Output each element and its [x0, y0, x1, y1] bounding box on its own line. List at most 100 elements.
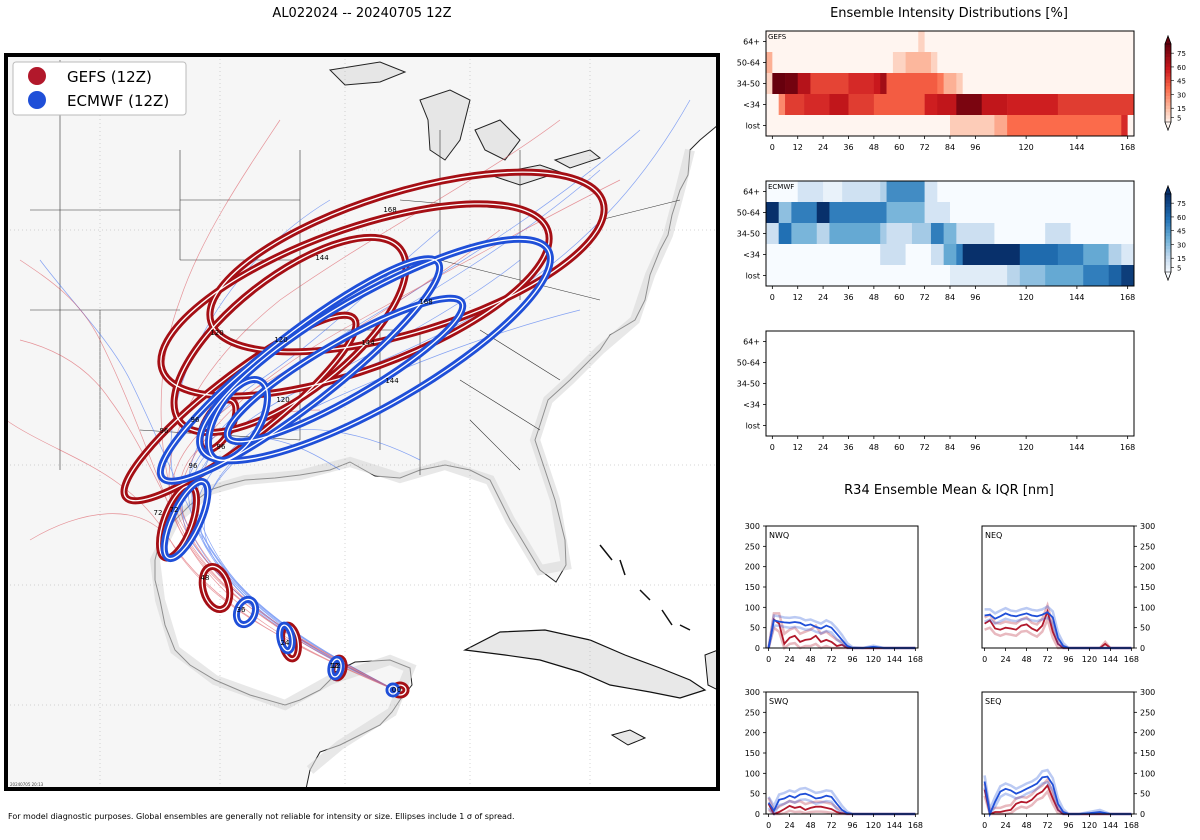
- gefs-label-96a: 96: [160, 427, 169, 435]
- colorbar-extend-max: [1164, 35, 1172, 45]
- colorbar-cell: [1165, 92, 1171, 97]
- heatmap-cell: [880, 223, 887, 245]
- y-tick-label: 0: [755, 644, 760, 653]
- colorbar-cell: [1165, 96, 1171, 100]
- x-tick-label: 144: [1103, 655, 1118, 664]
- y-tick-label: 200: [1140, 563, 1155, 572]
- colorbar-cell: [1165, 89, 1171, 94]
- y-tick-label: 50: [1140, 790, 1150, 799]
- heatmap-cell: [1083, 265, 1109, 287]
- x-tick-label: 0: [766, 821, 771, 830]
- map-gridlines: [6, 55, 718, 789]
- heatmap-cell: [778, 223, 792, 245]
- y-tick-label: 100: [745, 603, 760, 612]
- heatmap-cell: [956, 94, 983, 116]
- x-tick-label: 24: [1000, 655, 1010, 664]
- coast-halo: [149, 148, 695, 774]
- heatmap-cell: [791, 223, 818, 245]
- colorbar-cell: [1165, 249, 1171, 253]
- heatmap-cell: [924, 181, 938, 203]
- heatmap-cell: [804, 94, 830, 116]
- colorbar-cell: [1165, 233, 1171, 237]
- heatmap-cell: [1121, 115, 1128, 137]
- colorbar-tick-label: 30: [1177, 241, 1186, 249]
- heatmap-cell: [994, 115, 1008, 137]
- heatmap-cell: [766, 223, 779, 245]
- y-tick-label: 300: [1140, 522, 1155, 531]
- x-tick-label: 168: [1124, 655, 1139, 664]
- colorbar-cell: [1165, 236, 1171, 240]
- colorbar-cell: [1165, 105, 1171, 110]
- heatmap-cell: [950, 265, 1008, 287]
- y-tick-label: 34-50: [737, 380, 760, 389]
- quadrant-label: NWQ: [769, 531, 789, 540]
- colorbar-cell: [1165, 223, 1171, 227]
- colorbar-cell: [1165, 200, 1171, 205]
- legend-gefs-marker: [28, 67, 46, 85]
- legend-gefs-label: GEFS (12Z): [67, 68, 152, 86]
- x-tick-label: 48: [1021, 821, 1031, 830]
- colorbar-tick-label: 15: [1177, 255, 1186, 263]
- colorbar-cell: [1165, 194, 1171, 198]
- colorbar-extend-min: [1164, 271, 1172, 281]
- heatmap-cell: [905, 52, 932, 74]
- x-tick-label: 0: [770, 293, 775, 302]
- r34-seq-chart: SEQ 0 50 100 150 200 250 300 0 24 48 72 96 120 144 168: [981, 688, 1155, 830]
- heatmap-cell: [1007, 265, 1021, 287]
- y-tick-label: 250: [745, 542, 760, 551]
- heatmap-cell: [950, 202, 1135, 224]
- x-tick-label: 12: [793, 443, 803, 452]
- colorbar-tick-label: 5: [1177, 114, 1181, 122]
- colorbar-cell: [1165, 216, 1171, 221]
- y-tick-label: 200: [1140, 729, 1155, 738]
- x-tick-label: 48: [869, 143, 879, 152]
- x-tick-label: 72: [826, 655, 836, 664]
- x-tick-label: 120: [1082, 655, 1097, 664]
- ecmwf-mean-line: [767, 619, 916, 649]
- y-tick-label: <34: [743, 251, 760, 260]
- colorbar-cell: [1165, 60, 1171, 64]
- y-tick-label: 0: [755, 810, 760, 819]
- map-timestamp: 20240705 20:13: [10, 782, 44, 787]
- x-tick-label: 36: [843, 143, 853, 152]
- heatmap-cell: [778, 94, 786, 116]
- heatmap-cell: [886, 73, 938, 95]
- heatmap-cell: [1057, 94, 1135, 116]
- x-tick-label: 144: [1069, 293, 1084, 302]
- heatmap-cell: [778, 202, 792, 224]
- heatmap-cell: [842, 181, 881, 203]
- heatmap-cell: [1121, 244, 1135, 266]
- y-tick-label: 200: [745, 729, 760, 738]
- x-tick-label: 36: [843, 443, 853, 452]
- heatmap-bg: [766, 331, 1134, 436]
- heatmap-cell: [924, 202, 951, 224]
- x-tick-label: 60: [894, 443, 904, 452]
- x-tick-label: 168: [908, 655, 923, 664]
- heatmap-cell: [880, 244, 906, 266]
- x-tick-label: 168: [1120, 443, 1135, 452]
- plot-bg: [766, 692, 918, 814]
- heatmap-cell: [937, 181, 1135, 203]
- colorbar-tick-label: 60: [1177, 214, 1186, 222]
- y-tick-label: 150: [745, 749, 760, 758]
- heatmap-cell: [956, 73, 963, 95]
- heatmap-cell: [956, 223, 995, 245]
- colorbar-cell: [1165, 63, 1171, 68]
- colorbar-cell: [1165, 220, 1171, 224]
- x-tick-label: 84: [945, 143, 955, 152]
- y-tick-label: 64+: [743, 188, 760, 197]
- hispaniola-edge: [704, 649, 718, 691]
- y-tick-label: <34: [743, 401, 760, 410]
- x-tick-label: 96: [847, 655, 857, 664]
- heatmap-cell: [829, 94, 849, 116]
- heatmap-cell: [886, 181, 925, 203]
- y-tick-label: 50: [750, 790, 760, 799]
- colorbar-tick-label: 30: [1177, 91, 1186, 99]
- x-tick-label: 48: [869, 443, 879, 452]
- colorbar-cell: [1165, 259, 1171, 263]
- ecmwf-ellipse-labels: 0 12 36 72 96 96 120 120 144 144 168: [170, 298, 433, 694]
- y-tick-label: 64+: [743, 38, 760, 47]
- map-area: 0 12 24 48 72 96 96 120 144 168 0 12 36 …: [6, 55, 718, 789]
- heatmap-cell: [1019, 244, 1059, 266]
- heatmap-cell: [1007, 115, 1122, 137]
